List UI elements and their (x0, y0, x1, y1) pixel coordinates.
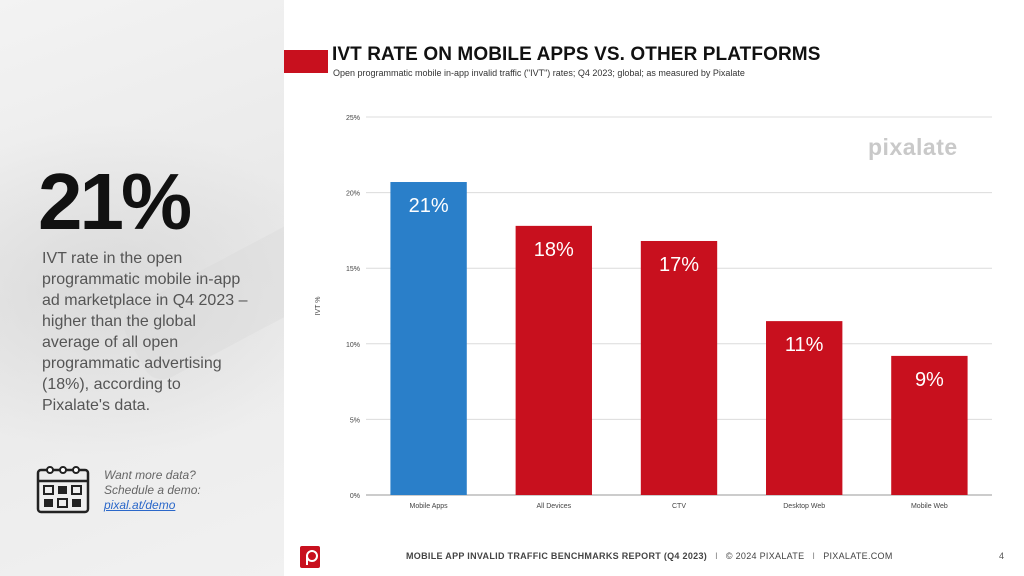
x-tick-label: All Devices (536, 503, 571, 510)
pixalate-logo-icon (300, 546, 320, 568)
y-tick-label: 15% (346, 266, 360, 273)
y-tick-label: 25% (346, 115, 360, 122)
chart-title: IVT RATE ON MOBILE APPS VS. OTHER PLATFO… (332, 44, 821, 65)
pixalate-watermark: pixalate (868, 134, 958, 160)
bar-chart: 0% 5% 10% 15% 20% 25% IVT % 21% Mobile Apps 18% Al… (315, 115, 992, 510)
x-tick-label: Mobile Web (911, 503, 948, 510)
y-tick-label: 20% (346, 191, 360, 198)
x-tick-label: CTV (672, 503, 686, 510)
data-label: 17% (659, 254, 699, 276)
demo-line-1: Want more data? (104, 468, 196, 482)
calendar-icon (36, 466, 90, 514)
y-tick-label: 5% (350, 417, 360, 424)
x-tick-label: Desktop Web (783, 503, 825, 510)
data-label: 11% (785, 334, 824, 356)
footer-copyright: © 2024 PIXALATE (725, 551, 805, 561)
bar (891, 355, 968, 495)
bar (766, 321, 843, 495)
footer-separator: I (812, 551, 816, 561)
y-tick-label: 10% (346, 342, 360, 349)
demo-link[interactable]: pixal.at/demo (104, 498, 176, 512)
y-axis-label: IVT % (315, 297, 322, 316)
bar (640, 240, 718, 495)
data-label: 9% (915, 369, 944, 391)
data-label: 21% (409, 195, 449, 217)
stat-description: IVT rate in the open programmatic mobile… (42, 250, 248, 414)
demo-line-2: Schedule a demo: (104, 483, 201, 497)
chart-subtitle: Open programmatic mobile in-app invalid … (333, 68, 745, 78)
page-number: 4 (999, 551, 1005, 561)
footer-site: PIXALATE.COM (823, 551, 893, 561)
data-label: 18% (534, 239, 574, 261)
title-accent-bar (284, 50, 328, 73)
y-tick-label: 0% (350, 493, 360, 500)
footer-report-title: MOBILE APP INVALID TRAFFIC BENCHMARKS RE… (406, 551, 708, 561)
headline-stat: 21% (38, 157, 192, 246)
footer: MOBILE APP INVALID TRAFFIC BENCHMARKS RE… (406, 551, 893, 561)
demo-callout: Want more data? Schedule a demo: pixal.a… (104, 468, 201, 513)
bar (515, 225, 592, 495)
bar (390, 182, 467, 495)
footer-separator: I (715, 551, 718, 561)
x-tick-label: Mobile Apps (410, 503, 449, 510)
